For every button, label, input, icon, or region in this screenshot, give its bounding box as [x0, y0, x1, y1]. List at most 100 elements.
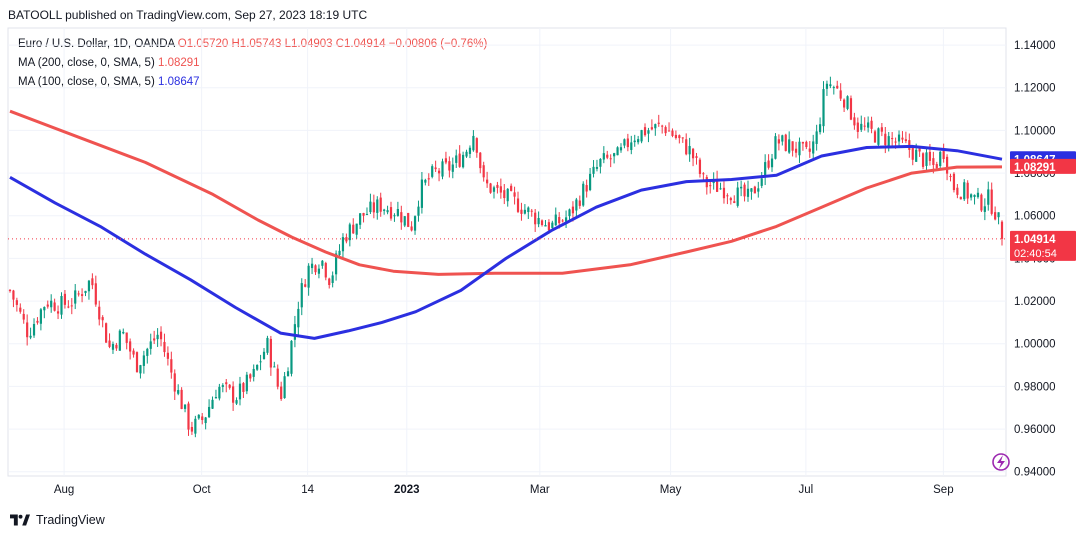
x-tick-label[interactable]: May [660, 484, 682, 496]
candle-body [760, 178, 763, 186]
candle-body [328, 278, 331, 285]
candle-body [369, 201, 372, 213]
y-tick-label[interactable]: 1.06000 [1014, 211, 1056, 223]
candle-body [537, 217, 540, 225]
x-tick-label[interactable]: Jul [799, 484, 814, 496]
candle-body [661, 125, 664, 127]
candle-body [551, 222, 554, 228]
candle-body [695, 156, 698, 158]
x-tick-label[interactable]: Mar [530, 484, 550, 496]
ma100-line[interactable] [9, 144, 1003, 340]
candle-body [32, 323, 36, 336]
candle-body [135, 352, 139, 373]
y-tick-label[interactable]: 1.10000 [1014, 125, 1056, 137]
candle-body [843, 99, 846, 108]
candle-body [997, 212, 1000, 218]
candle-body [314, 265, 317, 273]
candle-body [321, 260, 324, 266]
candle-body [987, 189, 990, 205]
ma100-label[interactable]: MA (100, close, 0, SMA, 5) [18, 76, 155, 88]
candle-body [125, 332, 128, 343]
candle-body [214, 397, 218, 399]
candle-body [674, 134, 678, 139]
candle-body [437, 170, 441, 174]
candle-body [36, 320, 39, 323]
candle-body [516, 198, 520, 212]
lightning-icon[interactable] [992, 453, 1010, 471]
candle-body [825, 83, 829, 89]
candle-body [901, 137, 904, 140]
candle-body [111, 343, 115, 350]
candle-body [595, 167, 599, 169]
candle-body [101, 317, 104, 321]
candle-body [417, 206, 420, 216]
candle-body [345, 237, 348, 242]
candle-body [633, 140, 636, 143]
candle-body [245, 374, 248, 392]
ma200-label[interactable]: MA (200, close, 0, SMA, 5) [18, 57, 155, 69]
candle-body [156, 334, 159, 340]
candle-body [204, 417, 207, 424]
x-tick-label[interactable]: Sep [933, 484, 953, 496]
candle-body [523, 209, 526, 214]
y-tick-label[interactable]: 1.02000 [1014, 296, 1056, 308]
candle-body [805, 141, 808, 148]
x-tick-label[interactable]: 2023 [394, 484, 420, 496]
footer-brand-text[interactable]: TradingView [36, 513, 105, 527]
candle-body [949, 175, 952, 177]
candle-body [822, 89, 825, 127]
candle-body [359, 213, 362, 225]
candle-body [352, 224, 355, 234]
y-tick-label[interactable]: 1.12000 [1014, 83, 1056, 95]
y-tick-label[interactable]: 0.98000 [1014, 381, 1056, 393]
candle-body [372, 202, 375, 213]
candle-body [139, 365, 142, 374]
candle-body [863, 125, 866, 127]
candle-body [609, 158, 612, 160]
ma200-line[interactable] [9, 109, 1003, 276]
candle-body [770, 158, 774, 168]
candle-body [475, 138, 478, 153]
candle-body [252, 368, 255, 377]
x-tick-label[interactable]: Oct [193, 484, 212, 496]
candle-body [729, 198, 732, 201]
last-close-label[interactable]: 1.04914 [1014, 234, 1056, 246]
candle-body [592, 166, 595, 174]
y-tick-label[interactable]: 1.00000 [1014, 339, 1056, 351]
candle-body [746, 188, 750, 197]
ma200-price-label[interactable]: 1.08291 [1014, 162, 1056, 174]
candle-body [784, 134, 787, 151]
candle-body [486, 179, 489, 184]
y-tick-label[interactable]: 1.14000 [1014, 40, 1056, 52]
candle-body [386, 210, 389, 213]
y-tick-label[interactable]: 0.96000 [1014, 424, 1056, 436]
candle-body [877, 128, 880, 145]
candle-body [293, 324, 296, 340]
candle-body [884, 133, 887, 146]
candle-body [132, 350, 135, 355]
candle-body [362, 212, 365, 216]
symbol-label[interactable]: Euro / U.S. Dollar, 1D, OANDA [18, 38, 175, 50]
candles-layer [8, 76, 1004, 438]
y-tick-label[interactable]: 0.94000 [1014, 467, 1056, 479]
candle-body [458, 153, 461, 167]
candle-body [472, 135, 475, 151]
ohlc-values: O1.05720 H1.05743 L1.04903 C1.04914 −0.0… [177, 38, 488, 50]
candle-body [461, 154, 465, 168]
candle-body [482, 165, 485, 178]
candle-body [379, 197, 382, 212]
candle-body [685, 139, 688, 155]
candle-body [12, 290, 15, 300]
candle-body [945, 156, 949, 174]
candle-body [228, 384, 231, 388]
axes-layer: 1.140001.120001.100001.080001.060001.040… [54, 40, 1076, 496]
candle-body [211, 399, 214, 409]
x-tick-label[interactable]: Aug [54, 484, 74, 496]
candle-body [691, 148, 695, 159]
x-tick-label[interactable]: 14 [301, 484, 314, 496]
candle-body [829, 84, 832, 87]
candle-body [225, 382, 228, 385]
chart-grid [7, 27, 1007, 477]
candle-body [149, 341, 152, 349]
